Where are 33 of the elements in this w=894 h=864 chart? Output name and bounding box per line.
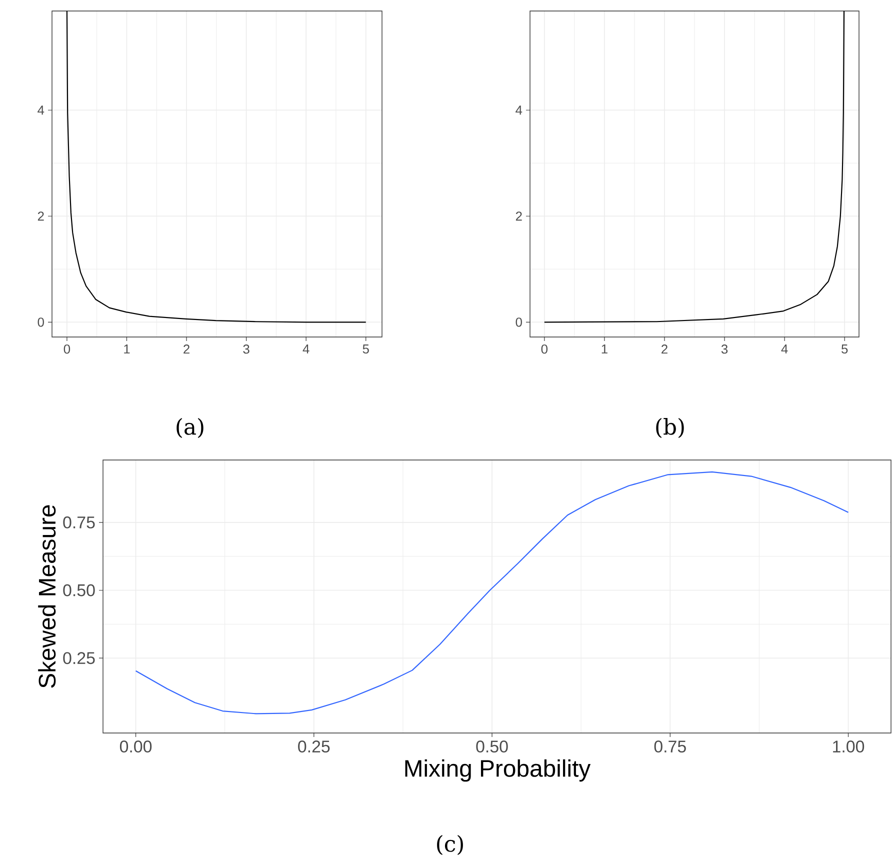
text: (c) — [437, 834, 463, 856]
x-tick-label: 3 — [721, 344, 728, 354]
x-tick-label: 1 — [602, 344, 608, 354]
x-tick-label: 2 — [184, 344, 190, 354]
x-tick-label: 4 — [302, 344, 310, 354]
x-tick-label: 1.00 — [833, 740, 864, 753]
y-tick-label: 4 — [516, 106, 522, 115]
y-tick-label: 4 — [38, 106, 44, 115]
x-tick-label: 0.75 — [654, 740, 686, 753]
x-tick-label: 4 — [781, 344, 788, 354]
x-tick-label: 3 — [243, 344, 250, 354]
y-tick-label: 0 — [38, 318, 44, 327]
x-tick-label: 5 — [842, 344, 848, 354]
x-tick-label: 0.50 — [476, 740, 508, 753]
x-axis-title: Mixing Probability — [405, 759, 591, 782]
x-tick-label: 1 — [124, 344, 130, 354]
x-tick-label: 0.00 — [120, 740, 152, 753]
y-tick-label: 0.25 — [63, 652, 95, 664]
y-tick-label: 2 — [516, 212, 522, 221]
text: (a) — [176, 418, 204, 438]
y-axis-title: Skewed Measure — [38, 505, 56, 688]
x-tick-label: 0 — [541, 344, 548, 354]
x-tick-label: 5 — [362, 344, 369, 354]
y-tick-label: 0.75 — [63, 516, 95, 528]
line-series — [135, 471, 849, 714]
y-tick-label: 2 — [38, 212, 44, 221]
line-series — [66, 10, 366, 323]
y-tick-label: 0 — [516, 318, 522, 327]
line-series — [544, 10, 845, 323]
y-tick-label: 0.50 — [63, 584, 95, 596]
x-tick-label: 2 — [662, 344, 668, 354]
x-tick-label: 0.25 — [298, 740, 330, 753]
text: (b) — [656, 418, 684, 438]
